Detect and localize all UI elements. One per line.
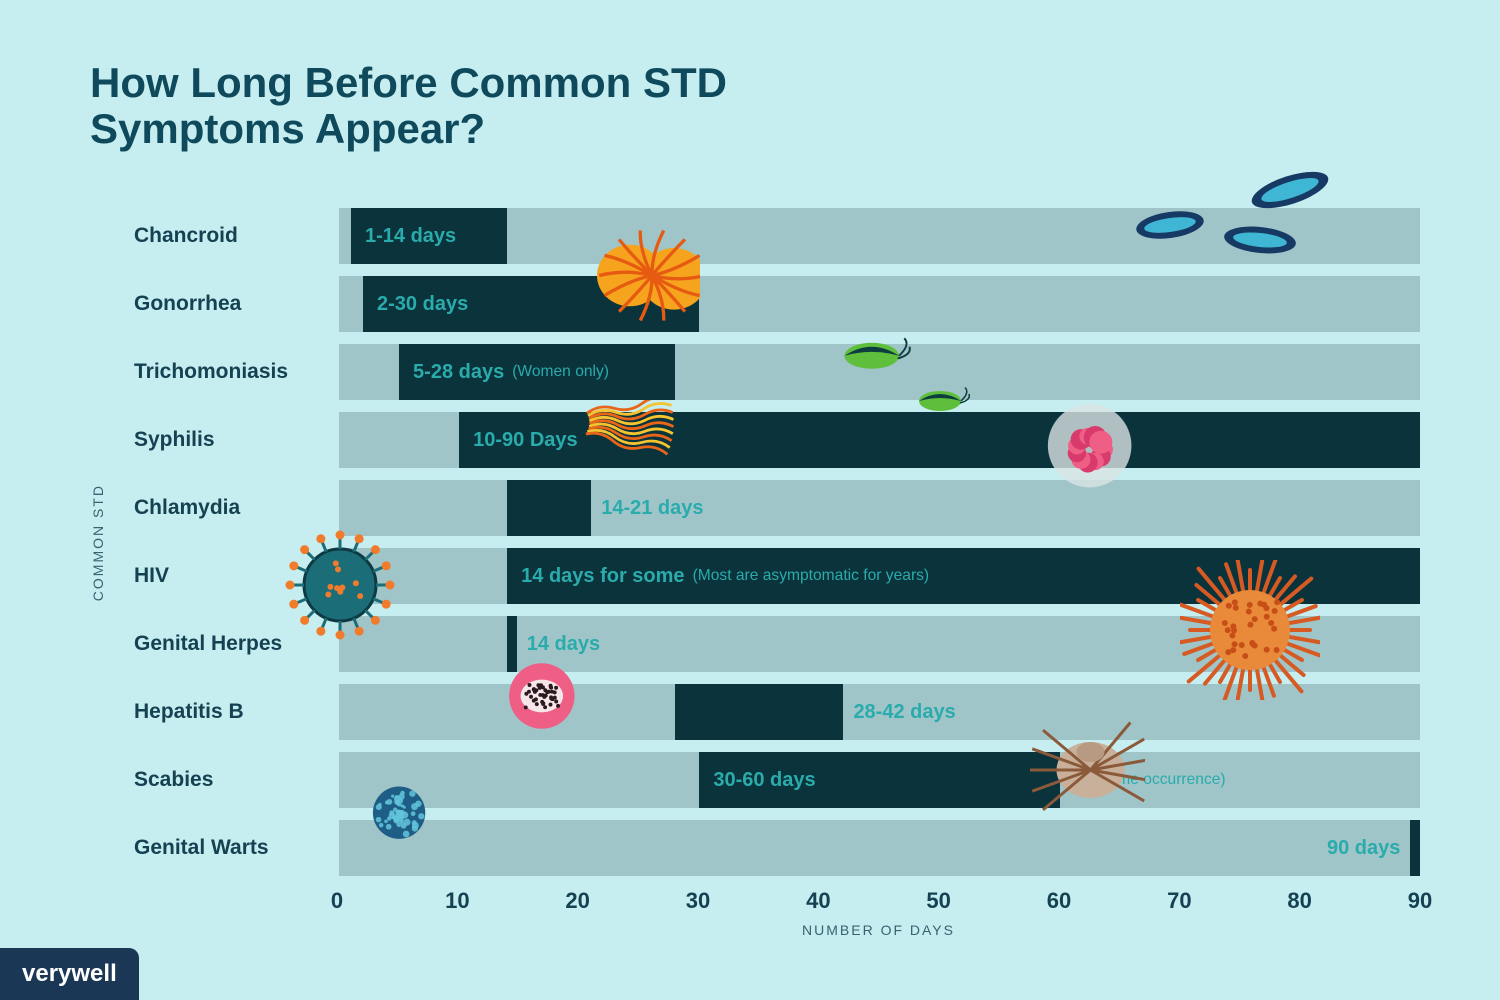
bar-track: 14 days for some (Most are asymptomatic f… bbox=[339, 548, 1420, 604]
x-tick: 20 bbox=[565, 888, 589, 914]
plot-area: 1-14 days 2-30 days 5-28 days (Women only) 1… bbox=[339, 202, 1420, 882]
chart: COMMON STD ChancroidGonorrheaTrichomonia… bbox=[90, 202, 1420, 882]
x-tick: 90 bbox=[1408, 888, 1432, 914]
x-tick: 30 bbox=[686, 888, 710, 914]
x-tick: 40 bbox=[806, 888, 830, 914]
bar-label: 14 days for some bbox=[521, 565, 684, 588]
bar-label: 14-21 days bbox=[601, 497, 703, 520]
y-axis-label: COMMON STD bbox=[90, 484, 106, 601]
range-bar: 14-21 days bbox=[507, 480, 591, 536]
bar-note: (Most are asymptomatic for years) bbox=[693, 567, 930, 585]
x-tick: 80 bbox=[1287, 888, 1311, 914]
bar-note: (Women only) bbox=[512, 363, 609, 381]
range-bar: 30-60 days(First time occurrence) bbox=[699, 752, 1059, 808]
row-label: Syphilis bbox=[134, 406, 339, 474]
x-tick: 50 bbox=[926, 888, 950, 914]
x-axis: NUMBER OF DAYS 0102030405060708090 bbox=[337, 882, 1420, 932]
bar-note: (First time occurrence) bbox=[1070, 771, 1226, 789]
bar-track: 28-42 days bbox=[339, 684, 1420, 740]
bar-label: 10-90 Days bbox=[473, 429, 578, 452]
x-tick: 10 bbox=[445, 888, 469, 914]
bar-track: 5-28 days (Women only) bbox=[339, 344, 1420, 400]
range-bar: 14 days bbox=[507, 616, 517, 672]
bar-track: 10-90 Days bbox=[339, 412, 1420, 468]
range-bar: 10-90 Days bbox=[459, 412, 1420, 468]
x-tick: 0 bbox=[331, 888, 343, 914]
row-label: Chancroid bbox=[134, 202, 339, 270]
bar-track: 1-14 days bbox=[339, 208, 1420, 264]
bar-track: 14-21 days bbox=[339, 480, 1420, 536]
bar-track: 14 days bbox=[339, 616, 1420, 672]
bar-track: 30-60 days (First time occurrence) bbox=[339, 752, 1420, 808]
range-bar: 2-30 days bbox=[363, 276, 699, 332]
row-label: Scabies bbox=[134, 746, 339, 814]
row-label: Gonorrhea bbox=[134, 270, 339, 338]
bar-label: 2-30 days bbox=[377, 293, 468, 316]
bar-label: 5-28 days bbox=[413, 361, 504, 384]
row-label: Trichomoniasis bbox=[134, 338, 339, 406]
bar-label: 1-14 days bbox=[365, 225, 456, 248]
title-line-2: Symptoms Appear? bbox=[90, 105, 485, 152]
range-bar: 5-28 days (Women only) bbox=[399, 344, 675, 400]
range-bar: 90 days bbox=[1410, 820, 1420, 876]
bar-track: 2-30 days bbox=[339, 276, 1420, 332]
bar-track: 90 days bbox=[339, 820, 1420, 876]
row-label: Genital Warts bbox=[134, 814, 339, 882]
range-bar: 28-42 days bbox=[675, 684, 843, 740]
row-label: Hepatitis B bbox=[134, 678, 339, 746]
bar-label: 30-60 days bbox=[713, 769, 815, 792]
x-tick: 60 bbox=[1047, 888, 1071, 914]
row-labels: ChancroidGonorrheaTrichomoniasisSyphilis… bbox=[134, 202, 339, 882]
row-label: Chlamydia bbox=[134, 474, 339, 542]
page-title: How Long Before Common STD Symptoms Appe… bbox=[90, 60, 1420, 152]
bar-label: 14 days bbox=[527, 633, 600, 656]
row-label: Genital Herpes bbox=[134, 610, 339, 678]
x-axis-label: NUMBER OF DAYS bbox=[802, 922, 955, 938]
bar-label: 28-42 days bbox=[853, 701, 955, 724]
x-tick: 70 bbox=[1167, 888, 1191, 914]
title-line-1: How Long Before Common STD bbox=[90, 59, 727, 106]
range-bar: 14 days for some (Most are asymptomatic f… bbox=[507, 548, 1420, 604]
bar-label: 90 days bbox=[1327, 837, 1400, 860]
brand-logo: verywell bbox=[0, 948, 139, 1000]
range-bar: 1-14 days bbox=[351, 208, 507, 264]
infographic-canvas: How Long Before Common STD Symptoms Appe… bbox=[0, 0, 1500, 1000]
row-label: HIV bbox=[134, 542, 339, 610]
